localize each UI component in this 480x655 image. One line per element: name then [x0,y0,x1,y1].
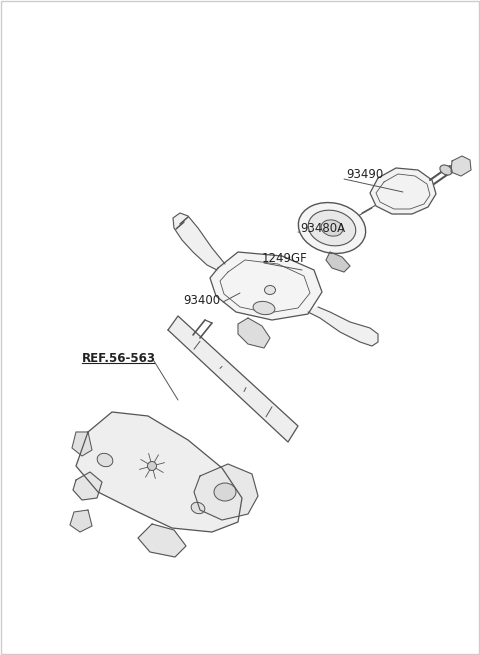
Ellipse shape [253,301,275,314]
Polygon shape [308,307,378,346]
Ellipse shape [308,210,356,246]
Polygon shape [238,318,270,348]
Polygon shape [168,316,298,442]
Polygon shape [194,464,258,520]
Ellipse shape [264,286,276,295]
Polygon shape [326,252,350,272]
Text: 93480A: 93480A [300,221,345,234]
Polygon shape [173,213,225,270]
Polygon shape [210,252,322,320]
Text: 1249GF: 1249GF [262,252,308,265]
Ellipse shape [191,502,205,514]
Polygon shape [451,156,471,176]
Text: REF.56-563: REF.56-563 [82,352,156,364]
Polygon shape [370,168,436,214]
Polygon shape [76,412,242,532]
Ellipse shape [147,462,156,470]
Polygon shape [72,432,92,456]
Ellipse shape [97,453,113,467]
Text: 93400: 93400 [183,293,220,307]
Ellipse shape [440,165,452,175]
Ellipse shape [321,220,343,236]
Ellipse shape [214,483,236,501]
Ellipse shape [299,202,366,253]
Polygon shape [138,524,186,557]
Polygon shape [70,510,92,532]
Text: 93490: 93490 [346,168,383,181]
Polygon shape [73,472,102,500]
